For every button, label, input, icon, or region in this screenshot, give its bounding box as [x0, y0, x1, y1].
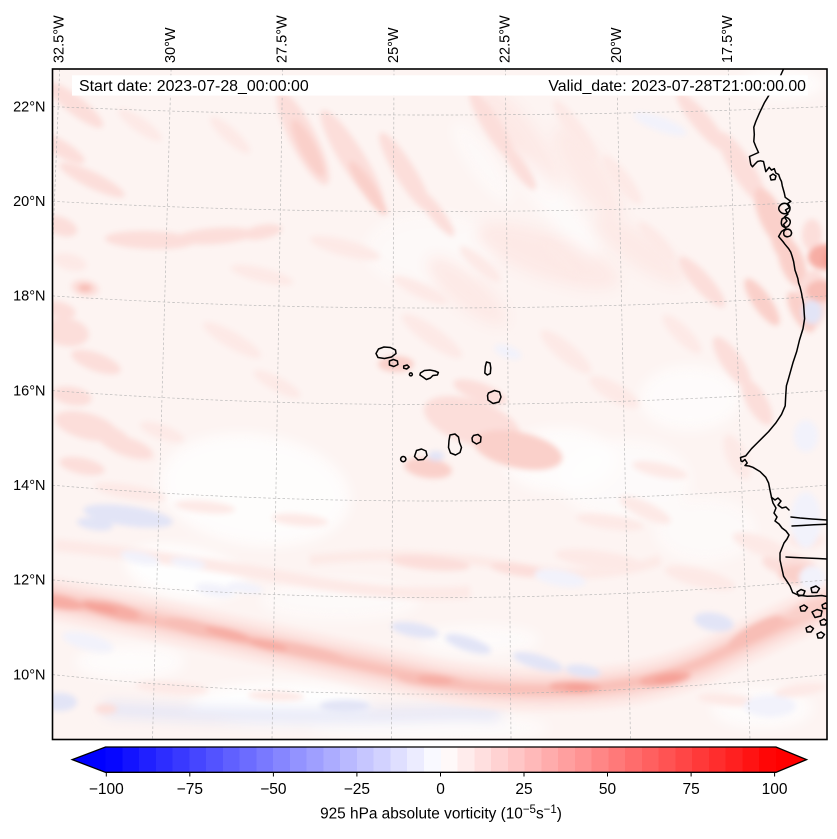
svg-text:925 hPa absolute vorticity (10: 925 hPa absolute vorticity (10−5s−1) — [320, 804, 562, 823]
svg-text:22.5°W: 22.5°W — [497, 15, 513, 63]
svg-text:20°N: 20°N — [13, 194, 45, 210]
svg-text:20°W: 20°W — [609, 27, 625, 63]
svg-text:30°W: 30°W — [163, 27, 179, 63]
svg-text:Start date: 2023-07-28_00:00:0: Start date: 2023-07-28_00:00:00 — [79, 78, 309, 95]
svg-text:50: 50 — [599, 781, 617, 798]
svg-text:−50: −50 — [260, 781, 287, 798]
svg-text:Valid_date: 2023-07-28T21:00:0: Valid_date: 2023-07-28T21:00:00.00 — [548, 78, 806, 95]
svg-text:−75: −75 — [177, 781, 203, 798]
svg-text:0: 0 — [436, 781, 445, 798]
svg-text:14°N: 14°N — [13, 478, 45, 494]
svg-text:75: 75 — [682, 781, 699, 798]
svg-text:32.5°W: 32.5°W — [52, 15, 68, 63]
svg-text:16°N: 16°N — [13, 383, 45, 399]
svg-text:−100: −100 — [89, 781, 124, 798]
svg-text:17.5°W: 17.5°W — [720, 15, 736, 63]
svg-text:12°N: 12°N — [13, 573, 45, 589]
svg-text:27.5°W: 27.5°W — [275, 15, 291, 63]
svg-text:25: 25 — [515, 781, 532, 798]
svg-text:10°N: 10°N — [13, 667, 45, 683]
svg-text:−25: −25 — [344, 781, 370, 798]
svg-text:22°N: 22°N — [13, 99, 45, 115]
svg-text:100: 100 — [762, 781, 788, 798]
svg-text:25°W: 25°W — [386, 27, 402, 63]
svg-text:18°N: 18°N — [13, 289, 45, 305]
